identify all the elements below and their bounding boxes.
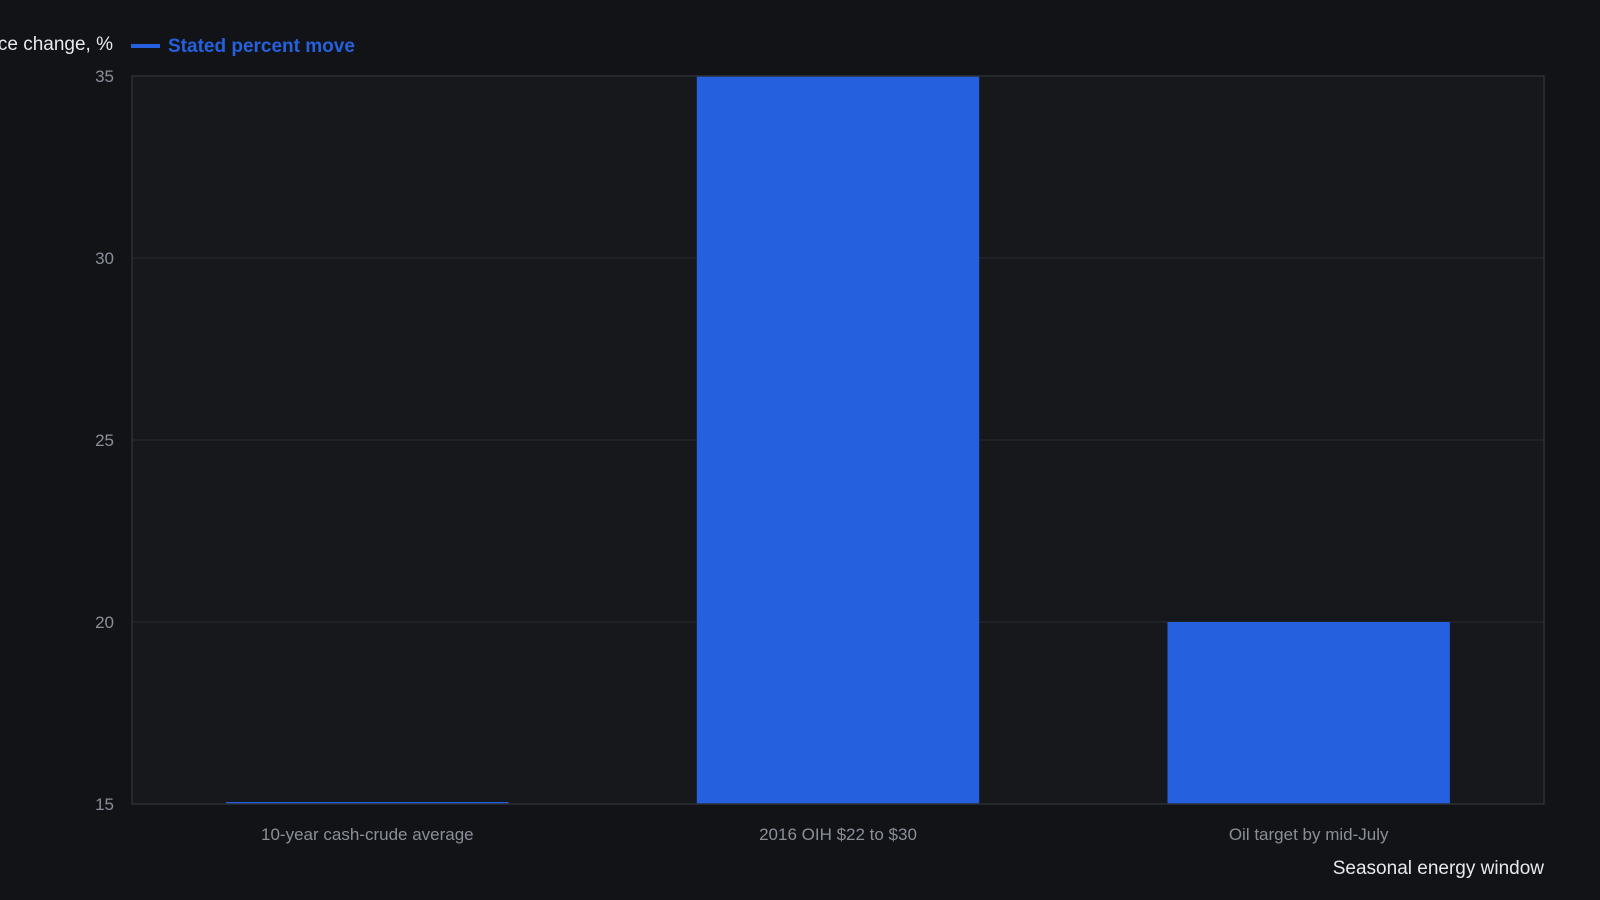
y-tick-label: 35 (95, 67, 114, 86)
y-tick-label: 15 (95, 795, 114, 814)
y-tick-label: 25 (95, 431, 114, 450)
legend[interactable]: Stated percent move (131, 36, 355, 57)
plot-frame (131, 75, 1545, 805)
bar-2[interactable] (1167, 622, 1450, 804)
bars (226, 76, 1450, 804)
x-tick-labels: 10-year cash-crude average 2016 OIH $22 t… (261, 825, 1389, 844)
x-axis-title: Seasonal energy window (1333, 858, 1545, 879)
y-tick-label: 20 (95, 613, 114, 632)
bar-1[interactable] (696, 76, 980, 804)
y-axis-title: Price change, % (0, 34, 113, 55)
bar-0[interactable] (226, 802, 509, 804)
legend-label-stated-percent-move: Stated percent move (168, 36, 355, 57)
x-tick-label: 2016 OIH $22 to $30 (759, 825, 917, 844)
y-tick-labels: 15 20 25 30 35 (95, 67, 114, 814)
x-tick-label: Oil target by mid-July (1229, 825, 1389, 844)
y-tick-label: 30 (95, 249, 114, 268)
x-tick-label: 10-year cash-crude average (261, 825, 474, 844)
